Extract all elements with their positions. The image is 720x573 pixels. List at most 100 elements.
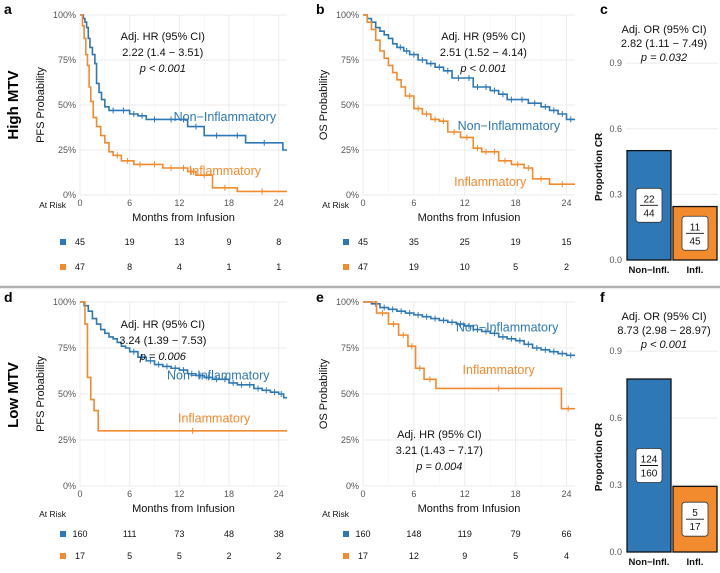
x-tick-label: 0 bbox=[360, 489, 365, 499]
at-risk-count: 47 bbox=[358, 262, 368, 272]
fraction-denominator: 45 bbox=[689, 236, 701, 247]
at-risk-count: 19 bbox=[409, 262, 419, 272]
x-axis-label: Months from Infusion bbox=[418, 503, 521, 515]
at-risk-count: 79 bbox=[511, 529, 521, 539]
y-tick-label: 100% bbox=[336, 297, 359, 307]
fraction-denominator: 17 bbox=[689, 522, 701, 533]
at-risk-count: 19 bbox=[125, 237, 135, 247]
y-axis-label: Proportion CR bbox=[594, 422, 605, 491]
x-tick-label: 12 bbox=[460, 489, 470, 499]
or-annotation-line: Adj. OR (95% CI) bbox=[622, 24, 707, 36]
hr-annotation-line: p = 0.004 bbox=[415, 461, 462, 473]
y-axis-label: Proportion CR bbox=[594, 132, 605, 201]
x-tick-label: 0 bbox=[77, 198, 82, 208]
category-label: Infl. bbox=[687, 557, 704, 568]
category-label: Non−Infl. bbox=[629, 557, 670, 568]
at-risk-title: At Risk bbox=[39, 200, 67, 210]
or-annotation-line: 2.82 (1.11 − 7.49) bbox=[621, 38, 707, 50]
hr-annotation-line: Adj. HR (95% CI) bbox=[121, 31, 205, 43]
category-label: Non−Infl. bbox=[629, 265, 670, 276]
x-tick-label: 6 bbox=[411, 198, 416, 208]
at-risk-count: 10 bbox=[460, 262, 470, 272]
y-tick-label: 75% bbox=[341, 55, 359, 65]
panel-letter: d bbox=[4, 289, 13, 305]
at-risk-count: 1 bbox=[227, 262, 232, 272]
hr-annotation-line: Adj. HR (95% CI) bbox=[397, 429, 481, 441]
row-label-low-mtv: Low MTV bbox=[5, 362, 22, 428]
panel-c: c 0.0 0.3 0.6 0.9 Proportion CR 22 44 Non−Infl. 1… bbox=[594, 1, 718, 276]
y-tick-label: 50% bbox=[58, 100, 76, 110]
y-tick-label: 75% bbox=[58, 55, 76, 65]
at-risk-swatch bbox=[60, 531, 66, 537]
y-tick-label: 0.9 bbox=[609, 346, 622, 356]
at-risk-count: 8 bbox=[127, 262, 132, 272]
series-label: Non−Inflammatory bbox=[458, 119, 561, 133]
at-risk-count: 9 bbox=[227, 237, 232, 247]
km-curve-inflammatory bbox=[363, 14, 575, 185]
x-tick-label: 18 bbox=[511, 198, 521, 208]
x-tick-label: 6 bbox=[127, 489, 132, 499]
y-tick-label: 0.3 bbox=[609, 480, 622, 490]
row-label-high-mtv: High MTV bbox=[5, 70, 22, 139]
at-risk-count: 5 bbox=[513, 551, 518, 561]
y-tick-label: 0% bbox=[63, 481, 76, 491]
series-label: Non−Inflammatory bbox=[167, 368, 270, 382]
at-risk-count: 160 bbox=[72, 529, 87, 539]
x-tick-label: 6 bbox=[411, 489, 416, 499]
x-tick-label: 12 bbox=[174, 489, 184, 499]
at-risk-title: At Risk bbox=[322, 509, 350, 519]
y-axis-label: PFS Probability bbox=[35, 67, 47, 143]
or-annotation-line: 8.73 (2.98 − 28.97) bbox=[617, 325, 710, 337]
hr-annotation-line: Adj. HR (95% CI) bbox=[441, 31, 525, 43]
at-risk-count: 48 bbox=[224, 529, 234, 539]
panel-d: d 0% 25% 50% 75% 100% 0 6 12 18 24 PFS Probability M… bbox=[4, 289, 287, 561]
y-axis-label: OS Probability bbox=[318, 358, 330, 429]
x-tick-label: 12 bbox=[174, 198, 184, 208]
x-tick-label: 18 bbox=[224, 489, 234, 499]
km-curve-inflammatory bbox=[80, 14, 287, 193]
km-curve-inflammatory bbox=[363, 301, 575, 410]
series-label: Non−Inflammatory bbox=[174, 110, 277, 124]
x-axis-label: Months from Infusion bbox=[132, 212, 235, 224]
x-axis-label: Months from Infusion bbox=[132, 503, 235, 515]
panel-letter: b bbox=[316, 1, 325, 17]
at-risk-count: 2 bbox=[564, 262, 569, 272]
panel-b: b 0% 25% 50% 75% 100% 0 6 12 18 24 OS Probability Mo… bbox=[316, 1, 575, 272]
at-risk-count: 12 bbox=[409, 551, 419, 561]
hr-annotation-line: 3.24 (1.39 − 7.53) bbox=[119, 335, 206, 347]
at-risk-count: 1 bbox=[276, 262, 281, 272]
hr-annotation-line: p < 0.001 bbox=[459, 63, 506, 75]
at-risk-count: 45 bbox=[75, 237, 85, 247]
series-label: Inflammatory bbox=[178, 412, 251, 426]
y-tick-label: 25% bbox=[341, 145, 359, 155]
y-tick-label: 25% bbox=[58, 145, 76, 155]
x-tick-label: 18 bbox=[511, 489, 521, 499]
y-tick-label: 100% bbox=[53, 10, 76, 20]
y-tick-label: 50% bbox=[341, 389, 359, 399]
y-tick-label: 0.6 bbox=[609, 413, 622, 423]
at-risk-count: 5 bbox=[513, 262, 518, 272]
at-risk-swatch bbox=[60, 239, 66, 245]
series-label: Inflammatory bbox=[454, 175, 527, 189]
hr-annotation-line: 2.22 (1.4 − 3.51) bbox=[122, 47, 203, 59]
panel-letter: a bbox=[4, 1, 12, 17]
y-tick-label: 25% bbox=[58, 435, 76, 445]
at-risk-count: 38 bbox=[274, 529, 284, 539]
x-tick-label: 12 bbox=[460, 198, 470, 208]
or-annotation-line: p < 0.001 bbox=[640, 339, 687, 351]
at-risk-count: 8 bbox=[276, 237, 281, 247]
x-axis-label: Months from Infusion bbox=[418, 212, 521, 224]
series-label: Inflammatory bbox=[463, 363, 536, 377]
at-risk-count: 19 bbox=[511, 237, 521, 247]
category-label: Infl. bbox=[687, 265, 704, 276]
at-risk-count: 4 bbox=[177, 262, 182, 272]
x-tick-label: 0 bbox=[77, 489, 82, 499]
at-risk-count: 25 bbox=[460, 237, 470, 247]
at-risk-swatch bbox=[343, 553, 349, 559]
y-tick-label: 75% bbox=[341, 343, 359, 353]
y-tick-label: 0.3 bbox=[609, 189, 622, 199]
at-risk-count: 13 bbox=[174, 237, 184, 247]
hr-annotation-line: p < 0.001 bbox=[139, 63, 186, 75]
